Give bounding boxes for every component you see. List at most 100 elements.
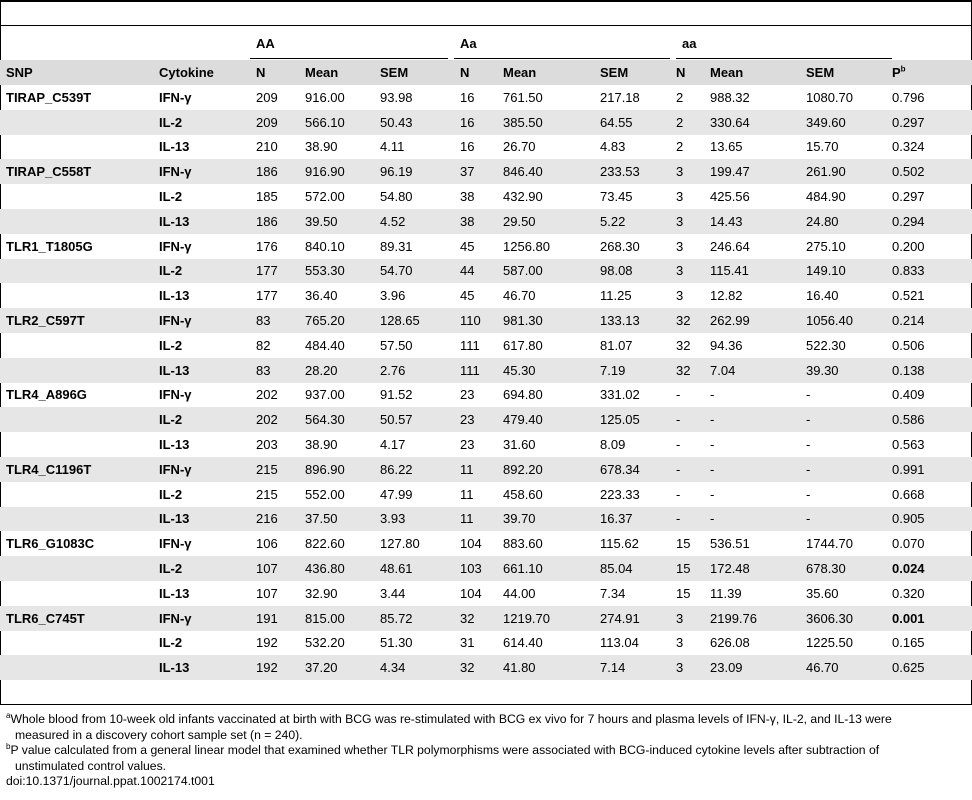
AA-mean-cell: 436.80 xyxy=(299,556,374,581)
table-row: IL-13 186 39.50 4.52 38 29.50 5.22 3 14.43 24.80 0… xyxy=(0,208,972,234)
aa-sem-cell: - xyxy=(806,437,811,453)
aa-sem-cell: - xyxy=(800,506,886,532)
header-snp: SNP xyxy=(0,60,153,85)
Aa-sem-cell: 85.04 xyxy=(594,556,670,581)
header-Aa-sem: SEM xyxy=(594,60,670,85)
group-rule-aa xyxy=(676,58,892,59)
snp-cell xyxy=(0,258,153,284)
table-row: IL-13 107 32.90 3.44 104 44.00 7.34 15 11.39 35.6… xyxy=(0,581,972,606)
aa-n-cell: 3 xyxy=(670,159,704,185)
snp-cell xyxy=(0,283,153,308)
AA-mean-cell: 840.10 xyxy=(305,238,345,254)
AA-mean-cell: 916.00 xyxy=(305,89,345,105)
aa-mean-cell: 262.99 xyxy=(704,308,800,333)
group-rule-AA xyxy=(250,58,448,59)
aa-n-cell: - xyxy=(670,506,704,532)
AA-n-cell: 107 xyxy=(250,556,299,581)
aa-n-cell: 3 xyxy=(676,189,684,205)
Aa-sem-cell: 4.83 xyxy=(600,139,626,155)
snp-cell: TLR6_G1083C xyxy=(6,536,95,552)
header-Aa-mean: Mean xyxy=(497,60,594,85)
Aa-n-cell: 23 xyxy=(460,387,475,403)
AA-mean-cell: 822.60 xyxy=(305,536,345,552)
group-label-aa: aa xyxy=(682,36,697,51)
AA-mean-cell: 32.90 xyxy=(305,585,338,601)
Aa-n-cell: 11 xyxy=(454,506,497,532)
aa-mean-cell: 7.04 xyxy=(704,357,800,383)
aa-sem-cell: 1080.70 xyxy=(806,89,853,105)
Aa-n-cell: 110 xyxy=(454,308,497,333)
cytokine-cell: IL-13 xyxy=(153,655,250,681)
Aa-n-cell: 111 xyxy=(460,337,480,353)
column-header-row: SNP Cytokine N Mean SEM N Mean SEM N Mea… xyxy=(0,60,972,85)
Aa-sem-cell: 113.04 xyxy=(600,635,639,651)
footnote-a-line2: measured in a discovery cohort sample se… xyxy=(15,727,303,742)
AA-n-cell: 192 xyxy=(256,635,278,651)
cytokine-cell: IL-13 xyxy=(159,585,190,601)
aa-n-cell: 3 xyxy=(670,258,704,284)
AA-mean-cell: 765.20 xyxy=(299,308,374,333)
Aa-sem-cell: 678.34 xyxy=(594,456,670,482)
snp-cell: TLR1_T1805G xyxy=(6,238,93,254)
table-body: TIRAP_C539T IFN-γ 209 916.00 93.98 16 761.50 21… xyxy=(0,85,972,681)
aa-n-cell: - xyxy=(676,437,681,453)
table-row: IL-13 192 37.20 4.34 32 41.80 7.14 3 23.09 46.70 0… xyxy=(0,655,972,681)
table-row: IL-2 192 532.20 51.30 31 614.40 113.04 3 626.08 1… xyxy=(0,631,972,656)
Aa-sem-cell: 7.34 xyxy=(600,585,626,601)
p-value-cell: 0.586 xyxy=(886,407,972,433)
AA-mean-cell: 37.20 xyxy=(299,655,374,681)
snp-cell: TLR4_C1196T xyxy=(0,456,153,482)
cytokine-cell: IL-2 xyxy=(153,258,250,284)
footnote-b-line1: P value calculated from a general linear… xyxy=(10,743,880,757)
aa-n-cell: - xyxy=(676,486,681,502)
footnote-b: bP value calculated from a general linea… xyxy=(6,742,972,774)
aa-mean-cell: 536.51 xyxy=(710,536,750,552)
Aa-n-cell: 32 xyxy=(454,605,497,631)
AA-sem-cell: 91.52 xyxy=(380,387,413,403)
AA-n-cell: 83 xyxy=(250,308,299,333)
Aa-n-cell: 32 xyxy=(454,655,497,681)
header-p-superscript: b xyxy=(900,64,906,74)
snp-cell xyxy=(0,482,153,507)
p-value-cell: 0.320 xyxy=(892,585,925,601)
p-value-cell: 0.214 xyxy=(886,308,972,333)
aa-mean-cell: 115.41 xyxy=(704,258,800,284)
Aa-n-cell: 103 xyxy=(454,556,497,581)
p-value-cell: 0.833 xyxy=(886,258,972,284)
aa-sem-cell: - xyxy=(806,486,811,502)
Aa-sem-cell: 98.08 xyxy=(594,258,670,284)
aa-mean-cell: 626.08 xyxy=(710,635,750,651)
cytokine-cell: IL-2 xyxy=(159,635,183,651)
footnote-b-line2: unstimulated control values. xyxy=(15,758,167,773)
aa-mean-cell: 988.32 xyxy=(710,89,750,105)
Aa-n-cell: 45 xyxy=(460,238,475,254)
AA-sem-cell: 48.61 xyxy=(374,556,454,581)
aa-sem-cell: 349.60 xyxy=(800,109,886,135)
cytokine-cell: IL-13 xyxy=(153,357,250,383)
aa-sem-cell: - xyxy=(800,456,886,482)
Aa-mean-cell: 45.30 xyxy=(497,357,594,383)
aa-mean-cell: 330.64 xyxy=(704,109,800,135)
p-value-cell: 0.324 xyxy=(892,139,925,155)
cytokine-cell: IFN-γ xyxy=(153,605,250,631)
AA-n-cell: 106 xyxy=(256,536,278,552)
Aa-sem-cell: 16.37 xyxy=(594,506,670,532)
Aa-n-cell: 37 xyxy=(454,159,497,185)
AA-sem-cell: 89.31 xyxy=(380,238,413,254)
Aa-n-cell: 23 xyxy=(460,437,475,453)
cytokine-cell: IL-2 xyxy=(153,407,250,433)
Aa-mean-cell: 29.50 xyxy=(497,208,594,234)
p-value-cell: 0.024 xyxy=(886,556,972,581)
p-value-cell: 0.521 xyxy=(892,288,925,304)
Aa-sem-cell: 233.53 xyxy=(594,159,670,185)
aa-mean-cell: - xyxy=(704,506,800,532)
table-row: IL-2 215 552.00 47.99 11 458.60 223.33 - - - 0.668 xyxy=(0,482,972,507)
p-value-cell: 0.668 xyxy=(892,486,925,502)
snp-cell xyxy=(0,581,153,606)
footnote-a: aWhole blood from 10-week old infants va… xyxy=(6,711,972,743)
AA-n-cell: 215 xyxy=(250,456,299,482)
AA-n-cell: 82 xyxy=(256,337,271,353)
table-row: TLR4_A896G IFN-γ 202 937.00 91.52 23 694.80 331… xyxy=(0,383,972,408)
AA-mean-cell: 896.90 xyxy=(299,456,374,482)
cytokine-cell: IL-13 xyxy=(153,506,250,532)
